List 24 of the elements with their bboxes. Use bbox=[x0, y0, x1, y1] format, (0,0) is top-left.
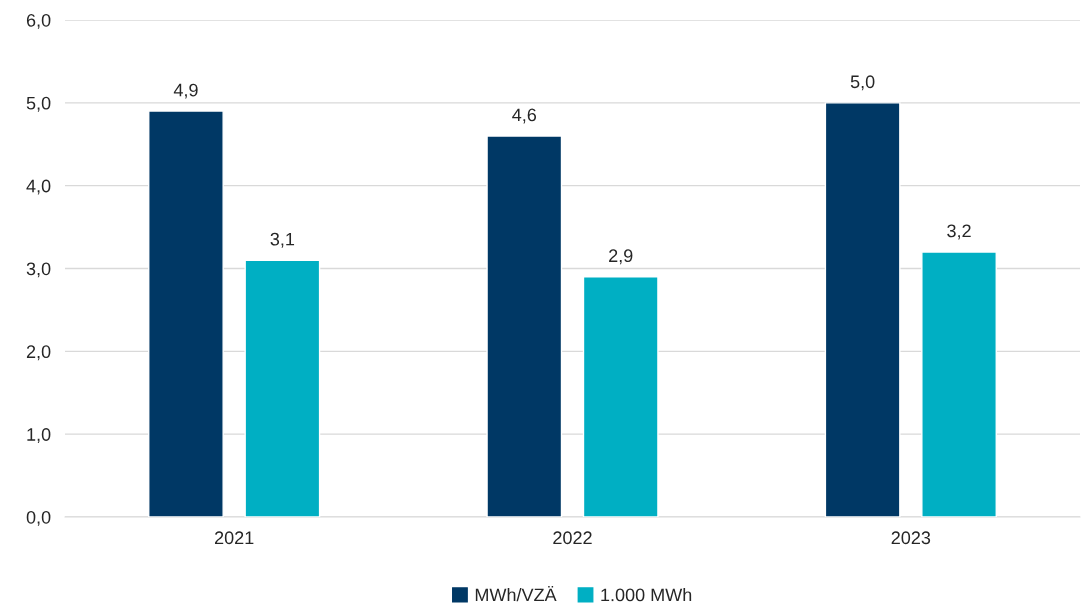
data-label: 3,2 bbox=[947, 224, 971, 240]
x-tick-label: 2021 bbox=[214, 531, 254, 545]
y-tick-label: 2,0 bbox=[26, 345, 51, 361]
y-tick-label: 3,0 bbox=[26, 262, 51, 278]
y-tick-label: 4,0 bbox=[26, 179, 51, 195]
legend-label: 1.000 MWh bbox=[601, 588, 692, 602]
legend-label: MWh/VZÄ bbox=[475, 585, 557, 602]
y-tick-label: 1,0 bbox=[27, 428, 51, 444]
bar bbox=[921, 251, 997, 517]
data-label: 2,9 bbox=[609, 249, 633, 265]
bar bbox=[582, 276, 659, 517]
y-tick-label: 5,0 bbox=[26, 96, 51, 112]
y-tick-label: 0,0 bbox=[26, 510, 51, 526]
x-tick-label: 2022 bbox=[553, 531, 592, 545]
bar bbox=[486, 135, 563, 517]
data-label: 4,9 bbox=[173, 83, 198, 99]
data-label: 4,6 bbox=[512, 108, 537, 124]
data-label: 5,0 bbox=[850, 75, 875, 91]
bar bbox=[148, 110, 224, 517]
data-label: 3,1 bbox=[270, 232, 295, 248]
x-tick-label: 2023 bbox=[891, 531, 931, 545]
bar bbox=[824, 102, 901, 517]
bar bbox=[244, 259, 321, 517]
y-tick-label: 6,0 bbox=[26, 13, 51, 29]
